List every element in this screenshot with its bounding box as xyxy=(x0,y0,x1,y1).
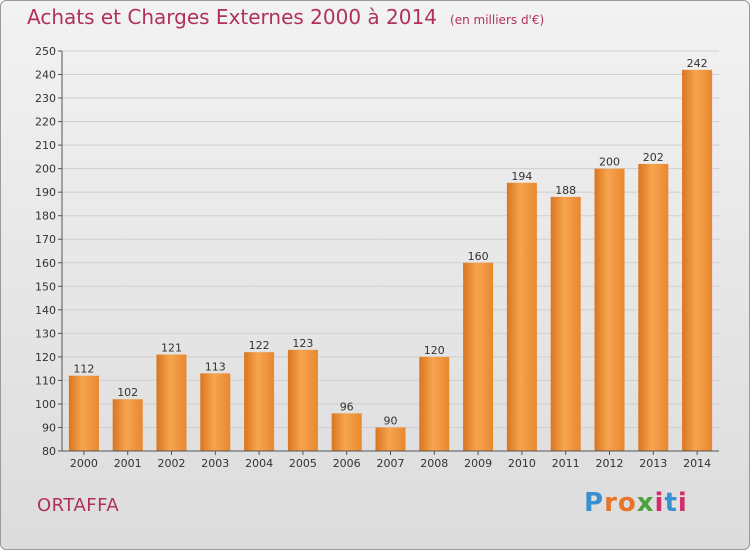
y-tick-label: 220 xyxy=(35,116,56,129)
y-tick-label: 90 xyxy=(42,421,56,434)
chart-title-main: Achats et Charges Externes 2000 à 2014 xyxy=(27,5,437,29)
value-label-2011: 188 xyxy=(555,184,576,197)
bar-2006 xyxy=(331,413,362,451)
bar-2013 xyxy=(638,163,669,452)
value-label-2014: 242 xyxy=(687,57,708,70)
x-tick-label: 2005 xyxy=(289,457,317,470)
y-tick-label: 110 xyxy=(35,374,56,387)
bar-layer xyxy=(68,69,713,452)
value-label-2013: 202 xyxy=(643,151,664,164)
y-tick-label: 200 xyxy=(35,163,56,176)
y-tick-label: 240 xyxy=(35,69,56,82)
chart-title: Achats et Charges Externes 2000 à 2014 (… xyxy=(27,5,544,29)
bar-2000 xyxy=(68,375,99,451)
y-tick-label: 230 xyxy=(35,92,56,105)
value-label-2009: 160 xyxy=(468,250,489,263)
y-tick-label: 190 xyxy=(35,186,56,199)
bar-2010 xyxy=(506,182,537,451)
x-tick-label: 2008 xyxy=(420,457,448,470)
x-tick-label: 2013 xyxy=(639,457,667,470)
y-tick-label: 250 xyxy=(35,45,56,58)
x-tick-label: 2009 xyxy=(464,457,492,470)
value-label-2008: 120 xyxy=(424,344,445,357)
y-tick-label: 160 xyxy=(35,257,56,270)
y-tick-label: 140 xyxy=(35,304,56,317)
value-label-2001: 102 xyxy=(117,386,138,399)
bar-2003 xyxy=(200,373,231,451)
x-tick-label: 2003 xyxy=(201,457,229,470)
value-label-2010: 194 xyxy=(511,170,532,183)
bar-2004 xyxy=(244,352,275,451)
y-tick-label: 180 xyxy=(35,210,56,223)
y-tick-label: 100 xyxy=(35,398,56,411)
x-tick-label: 2004 xyxy=(245,457,273,470)
bar-2011 xyxy=(550,196,581,451)
proxiti-logo: Proxiti xyxy=(584,488,688,518)
y-tick-label: 150 xyxy=(35,280,56,293)
value-label-2012: 200 xyxy=(599,156,620,169)
value-label-2006: 96 xyxy=(340,400,354,413)
value-label-2004: 122 xyxy=(249,339,270,352)
city-name: ORTAFFA xyxy=(37,495,120,516)
y-tick-label: 130 xyxy=(35,327,56,340)
chart-title-unit: (en milliers d'€) xyxy=(450,13,545,27)
x-tick-label: 2002 xyxy=(158,457,186,470)
x-tick-label: 2000 xyxy=(70,457,98,470)
x-tick-label: 2001 xyxy=(114,457,142,470)
value-label-2000: 112 xyxy=(73,363,94,376)
x-tick-label: 2014 xyxy=(683,457,711,470)
value-label-2002: 121 xyxy=(161,342,182,355)
bar-2007 xyxy=(375,427,406,451)
bar-2012 xyxy=(594,168,625,451)
value-label-2005: 123 xyxy=(292,337,313,350)
bar-2002 xyxy=(156,354,187,451)
x-tick-label: 2011 xyxy=(552,457,580,470)
axis-layer xyxy=(58,50,719,455)
bar-2014 xyxy=(682,69,713,451)
bar-2001 xyxy=(112,399,143,451)
bar-2005 xyxy=(287,349,318,451)
label-layer: 8090100110120130140150160170180190200210… xyxy=(35,45,711,470)
x-tick-label: 2007 xyxy=(377,457,405,470)
y-tick-label: 170 xyxy=(35,233,56,246)
bar-2008 xyxy=(419,356,450,451)
x-tick-label: 2012 xyxy=(596,457,624,470)
y-tick-label: 80 xyxy=(42,445,56,458)
value-label-2007: 90 xyxy=(384,414,398,427)
value-label-2003: 113 xyxy=(205,360,226,373)
x-tick-label: 2010 xyxy=(508,457,536,470)
y-tick-label: 210 xyxy=(35,139,56,152)
x-tick-label: 2006 xyxy=(333,457,361,470)
y-tick-label: 120 xyxy=(35,351,56,364)
bar-2009 xyxy=(463,262,494,451)
